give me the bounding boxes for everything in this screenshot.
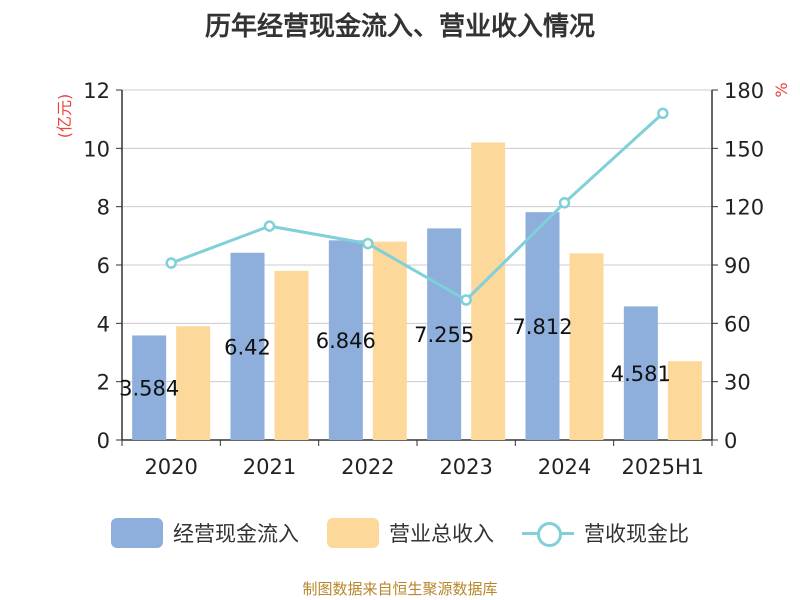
legend-item-cash-inflow[interactable]: 经营现金流入 <box>111 518 299 548</box>
legend-swatch-cash-inflow <box>111 518 163 548</box>
point-cash-ratio <box>558 197 571 209</box>
bar-cash-inflow <box>230 252 265 440</box>
line-cash-ratio <box>170 112 664 302</box>
x-tick-label: 2020 <box>144 455 197 479</box>
legend-label-revenue: 营业总收入 <box>389 522 494 546</box>
legend-label-cash-ratio: 营收现金比 <box>584 522 689 546</box>
bar-cash-inflow <box>328 240 363 440</box>
y-left-tick-label: 6 <box>97 254 110 278</box>
y-left-tick-label: 0 <box>97 429 110 453</box>
point-cash-ratio <box>460 294 472 306</box>
x-tick-label: 2022 <box>341 455 394 479</box>
point-cash-ratio <box>657 107 669 120</box>
point-cash-ratio <box>165 257 177 269</box>
bar-cash-inflow <box>525 212 560 440</box>
legend: 经营现金流入 营业总收入 营收现金比 <box>0 518 800 548</box>
x-tick-label: 2021 <box>243 455 296 479</box>
bar-cash-inflow <box>427 228 462 440</box>
bar-revenue <box>176 326 211 440</box>
y-right-tick-label: 150 <box>724 137 764 161</box>
y-left-axis-label: (亿元) <box>55 94 74 139</box>
y-right-tick-label: 90 <box>724 254 751 278</box>
bar-cash-inflow <box>623 306 658 440</box>
data-label-cash-inflow: 3.584 <box>119 377 179 401</box>
legend-swatch-revenue <box>327 518 379 548</box>
bar-revenue <box>372 241 407 440</box>
y-right-tick-label: 0 <box>724 429 737 453</box>
y-right-tick-label: 60 <box>724 312 751 336</box>
data-label-cash-inflow: 6.846 <box>316 329 376 353</box>
point-cash-ratio <box>362 237 374 250</box>
chart-title: 历年经营现金流入、营业收入情况 <box>204 12 595 42</box>
bar-revenue <box>667 361 702 440</box>
legend-label-cash-inflow: 经营现金流入 <box>173 522 299 546</box>
y-right-tick-label: 180 <box>724 79 764 103</box>
data-label-cash-inflow: 6.42 <box>224 335 271 359</box>
data-label-cash-inflow: 7.812 <box>512 315 572 339</box>
legend-swatch-cash-ratio <box>522 518 574 548</box>
y-right-tick-label: 30 <box>724 371 751 395</box>
y-left-tick-label: 2 <box>97 371 110 395</box>
y-right-tick-label: 120 <box>724 196 764 220</box>
bar-revenue <box>274 270 309 440</box>
point-cash-ratio <box>263 220 276 232</box>
x-tick-label: 2025H1 <box>622 455 705 479</box>
legend-item-cash-ratio[interactable]: 营收现金比 <box>522 518 689 548</box>
x-tick-label: 2024 <box>538 455 591 479</box>
bar-cash-inflow <box>132 335 167 440</box>
y-left-tick-label: 10 <box>83 137 110 161</box>
x-tick-label: 2023 <box>439 455 492 479</box>
bar-revenue <box>569 253 604 440</box>
data-label-cash-inflow: 4.581 <box>611 362 671 386</box>
y-left-tick-label: 8 <box>97 196 110 220</box>
legend-item-revenue[interactable]: 营业总收入 <box>327 518 494 548</box>
data-source-note: 制图数据来自恒生聚源数据库 <box>302 580 498 598</box>
y-left-tick-label: 12 <box>83 79 110 103</box>
y-right-axis-label: % <box>772 82 791 97</box>
y-left-tick-label: 4 <box>97 312 110 336</box>
data-label-cash-inflow: 7.255 <box>414 323 474 347</box>
